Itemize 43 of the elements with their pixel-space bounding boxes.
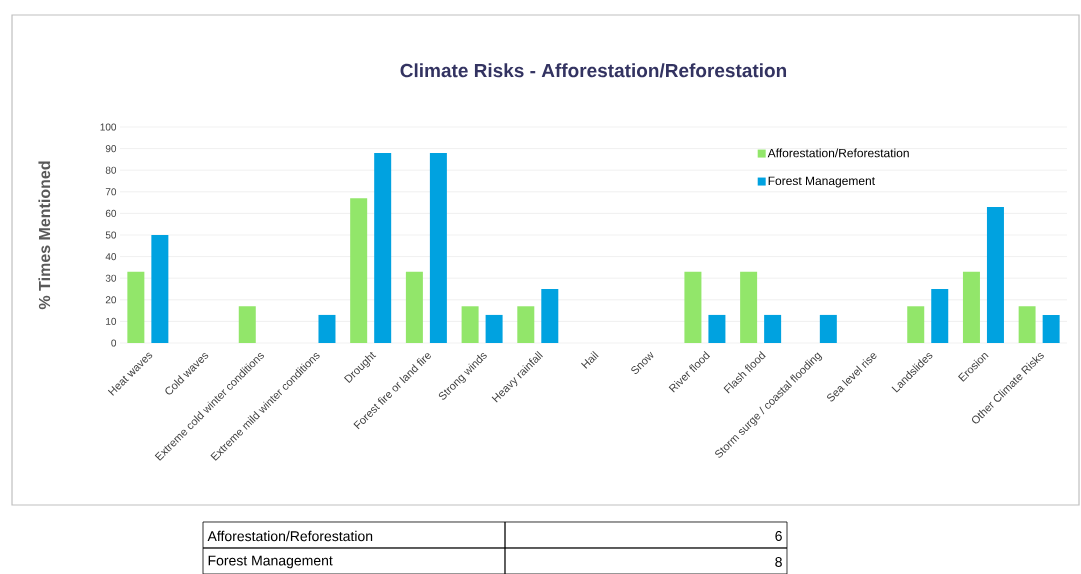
bar [517,306,535,343]
legend-label: Forest Management [768,176,875,188]
legend-label: Afforestation/Reforestation [767,148,909,158]
bar [962,271,980,343]
bar [151,234,169,343]
bar [238,306,256,343]
y-tick-label: 90 [105,144,117,152]
bar [127,271,145,343]
text: 8 [775,556,782,567]
bar [931,288,949,343]
bar [708,314,726,343]
bar [541,288,559,343]
y-tick-label: 70 [105,188,117,196]
bar [318,314,336,343]
bar [485,314,503,343]
bar [986,206,1004,343]
y-tick-label: 10 [106,317,117,325]
y-tick-label: 100 [100,123,117,131]
bar [764,314,782,343]
y-tick-label: 0 [111,339,117,347]
bar [684,271,702,343]
bar [1042,314,1060,343]
y-tick-label: 50 [105,231,117,239]
text: Forest Management [208,555,333,569]
x-tick-label: Hail [581,350,599,369]
bar [350,198,368,343]
y-tick-label: 20 [105,296,117,304]
bar [429,152,447,343]
bar [1018,306,1036,343]
y-tick-label: 30 [105,274,117,282]
y-tick-label: 80 [105,166,117,174]
y-tick-label: 40 [105,252,117,260]
text: 6 [775,530,782,541]
chart-title: Climate Risks - Afforestation/Reforestation [400,63,787,78]
bar [461,306,479,343]
bar [405,271,423,343]
text: Afforestation/Reforestation [207,530,373,541]
bar [374,152,392,343]
bar [740,271,758,343]
y-axis-title: % Times Mentioned [38,161,51,309]
bar [907,306,925,343]
y-tick-label: 60 [105,209,117,217]
bar [819,314,837,343]
